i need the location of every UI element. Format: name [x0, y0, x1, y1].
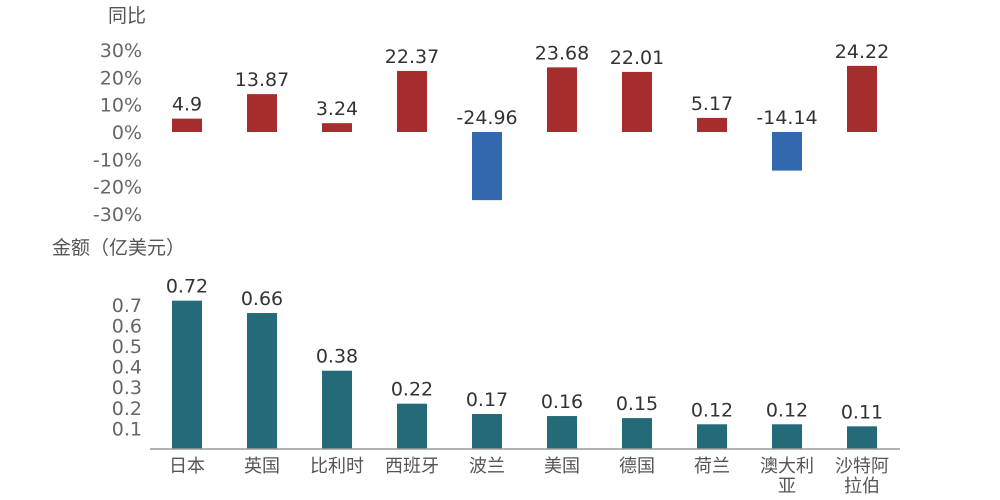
category-label: 日本: [169, 456, 205, 477]
top-data-label: 13.87: [235, 69, 289, 91]
top-bar: [397, 70, 427, 132]
bottom-y-tick-label: 0.3: [112, 377, 142, 399]
category-label: 美国: [544, 456, 580, 477]
top-bar: [697, 117, 727, 132]
top-data-label: 22.01: [610, 47, 664, 69]
top-bars: [172, 65, 877, 201]
bottom-data-label: 0.12: [766, 399, 808, 421]
top-y-axis: 30% 20% 10% 0% -10% -20% -30%: [93, 40, 142, 226]
bottom-data-label: 0.17: [466, 389, 508, 411]
bottom-y-tick-label: 0.7: [112, 295, 142, 317]
top-bar: [472, 132, 502, 201]
bottom-data-label: 0.22: [391, 379, 433, 401]
category-label: 西班牙: [385, 456, 439, 477]
top-data-label: 5.17: [691, 93, 733, 115]
category-label: 德国: [619, 456, 655, 477]
bottom-data-label: 0.16: [541, 391, 583, 413]
category-label: 沙特阿: [835, 456, 889, 477]
category-label: 荷兰: [694, 456, 730, 477]
top-data-label: 24.22: [835, 41, 889, 63]
bottom-bar: [847, 426, 877, 449]
top-y-tick-label: -10%: [93, 149, 142, 171]
category-label: 拉伯: [844, 476, 880, 497]
bottom-bar: [247, 313, 277, 449]
bottom-bar: [772, 424, 802, 449]
top-data-labels: 4.9 13.87 3.24 22.37 -24.96 23.68 22.01 5.17 -14…: [172, 41, 889, 129]
bottom-bar: [397, 403, 427, 449]
top-bar: [247, 94, 277, 132]
top-bar: [547, 67, 577, 132]
category-label: 比利时: [310, 456, 364, 477]
bottom-data-label: 0.15: [616, 393, 658, 415]
bottom-y-tick-label: 0.4: [112, 357, 142, 379]
top-data-label: 4.9: [172, 94, 202, 116]
bottom-y-tick-label: 0.5: [112, 336, 142, 358]
bottom-y-axis: 0.70.60.50.40.30.20.1: [112, 295, 142, 441]
bottom-axis-title: 金额（亿美元）: [52, 237, 185, 259]
bottom-bars: [172, 300, 877, 449]
category-label: 亚: [778, 476, 796, 497]
top-data-label: 3.24: [316, 98, 358, 120]
top-y-tick-label: -30%: [93, 204, 142, 226]
top-bar: [847, 65, 877, 132]
category-label: 波兰: [469, 456, 505, 477]
top-y-tick-label: 10%: [100, 95, 142, 117]
bottom-data-label: 0.66: [241, 288, 283, 310]
top-axis-title: 同比: [108, 5, 146, 27]
bottom-bar: [697, 424, 727, 449]
top-y-tick-label: 0%: [112, 122, 142, 144]
bottom-data-label: 0.11: [841, 401, 883, 423]
top-data-label: 23.68: [535, 42, 589, 64]
top-data-label: 22.37: [385, 46, 439, 68]
bottom-bar: [547, 416, 577, 449]
bottom-data-label: 0.38: [316, 346, 358, 368]
top-bar: [772, 132, 802, 171]
bottom-data-label: 0.12: [691, 399, 733, 421]
bottom-bar: [472, 413, 502, 449]
bottom-data-labels: 0.72 0.66 0.38 0.22 0.17 0.16 0.15 0.12 0.12 0.11: [166, 276, 883, 424]
bottom-data-label: 0.72: [166, 276, 208, 298]
category-label: 澳大利: [760, 456, 814, 477]
top-data-label: -24.96: [456, 107, 517, 129]
category-label: 英国: [244, 456, 280, 477]
top-y-tick-label: -20%: [93, 177, 142, 199]
top-y-tick-label: 30%: [100, 40, 142, 62]
top-bar: [622, 71, 652, 132]
top-bar: [172, 118, 202, 132]
bottom-y-tick-label: 0.2: [112, 398, 142, 420]
top-data-label: -14.14: [756, 107, 817, 129]
top-bar: [322, 123, 352, 132]
top-y-tick-label: 20%: [100, 67, 142, 89]
bottom-bar: [322, 370, 352, 449]
bottom-bar: [172, 300, 202, 449]
bottom-y-tick-label: 0.6: [112, 315, 142, 337]
bottom-bar: [622, 418, 652, 449]
bottom-y-tick-label: 0.1: [112, 418, 142, 440]
